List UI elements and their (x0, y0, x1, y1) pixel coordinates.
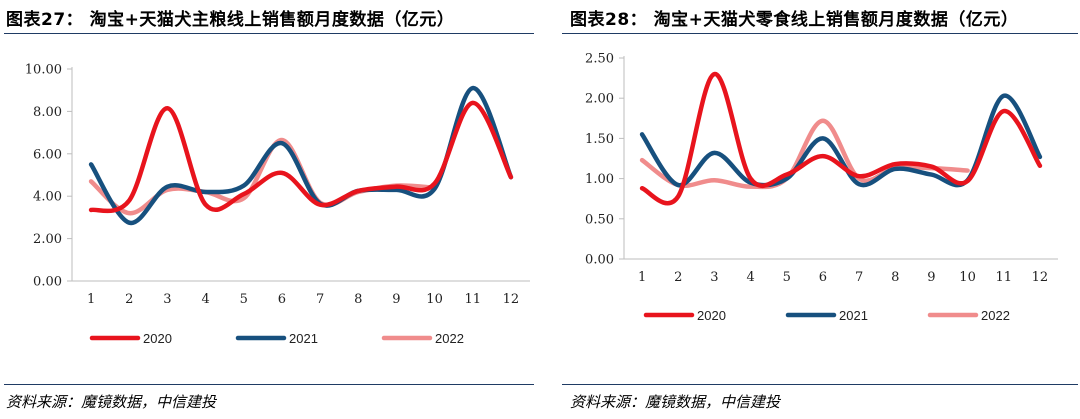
x-tick-label: 12 (1032, 270, 1049, 285)
x-tick-label: 2 (674, 270, 682, 285)
x-tick-label: 8 (354, 292, 362, 307)
legend-label-2020: 2020 (697, 308, 726, 323)
chart-panel-right: 图表28： 淘宝+天猫犬零食线上销售额月度数据（亿元） 0.00 0.50 1.00… (540, 0, 1080, 419)
title-rule (4, 33, 534, 34)
y-tick-label: 10.00 (25, 63, 62, 78)
y-tick-label: 2.00 (33, 232, 62, 247)
x-tick-label: 7 (855, 270, 863, 285)
y-tick-label: 1.50 (585, 132, 614, 147)
legend-label-2022: 2022 (981, 308, 1010, 323)
y-tick-label: 1.00 (585, 172, 614, 187)
x-tick-label: 5 (240, 292, 248, 307)
source-rule (562, 384, 1078, 385)
chart-title: 图表27： 淘宝+天猫犬主粮线上销售额月度数据（亿元） (6, 10, 455, 30)
x-tick-label: 12 (503, 292, 520, 307)
series-line-2020 (88, 100, 514, 214)
y-tick-label: 0.50 (585, 212, 614, 227)
x-tick-label: 11 (995, 270, 1012, 285)
chart-title: 图表28： 淘宝+天猫犬零食线上销售额月度数据（亿元） (570, 10, 1019, 30)
x-tick-label: 3 (710, 270, 718, 285)
y-tick-label: 0.00 (585, 253, 614, 268)
legend-label-2022: 2022 (435, 331, 464, 346)
y-tick-label: 6.00 (33, 147, 62, 162)
x-tick-label: 10 (959, 270, 976, 285)
series-line-2020 (639, 71, 1043, 206)
y-tick-label: 2.00 (585, 92, 614, 107)
x-tick-label: 5 (783, 270, 791, 285)
legend-label-2020: 2020 (143, 331, 172, 346)
x-tick-label: 8 (891, 270, 899, 285)
source-note: 资料来源：魔镜数据，中信建投 (6, 393, 217, 411)
x-tick-label: 11 (464, 292, 481, 307)
series-line-2022 (88, 137, 437, 216)
chart-panel-left: 图表27： 淘宝+天猫犬主粮线上销售额月度数据（亿元） 0.00 2.00 4.00… (4, 10, 534, 411)
y-tick-label: 8.00 (33, 105, 62, 120)
x-tick-label: 4 (746, 270, 754, 285)
legend-label-2021: 2021 (289, 331, 318, 346)
x-tick-label: 2 (125, 292, 133, 307)
x-tick-label: 9 (927, 270, 935, 285)
x-tick-label: 3 (163, 292, 171, 307)
legend-label-2021: 2021 (839, 308, 868, 323)
x-tick-label: 9 (392, 292, 400, 307)
x-tick-label: 7 (316, 292, 324, 307)
x-tick-label: 6 (819, 270, 827, 285)
y-tick-label: 4.00 (33, 190, 62, 205)
title-rule (562, 33, 1078, 34)
series-line-2022 (639, 118, 970, 190)
source-note: 资料来源：魔镜数据，中信建投 (570, 393, 781, 411)
x-tick-label: 1 (87, 292, 95, 307)
line-chart-dog-snacks: 0.000.501.001.502.002.501 2 3 4 5 6 7 8 9 10 11 122… (585, 52, 1058, 323)
y-tick-label: 2.50 (585, 52, 614, 67)
x-tick-label: 10 (426, 292, 443, 307)
x-tick-label: 6 (278, 292, 286, 307)
x-tick-label: 1 (638, 270, 646, 285)
y-tick-label: 0.00 (33, 275, 62, 290)
x-tick-label: 4 (201, 292, 209, 307)
source-rule (4, 384, 534, 385)
